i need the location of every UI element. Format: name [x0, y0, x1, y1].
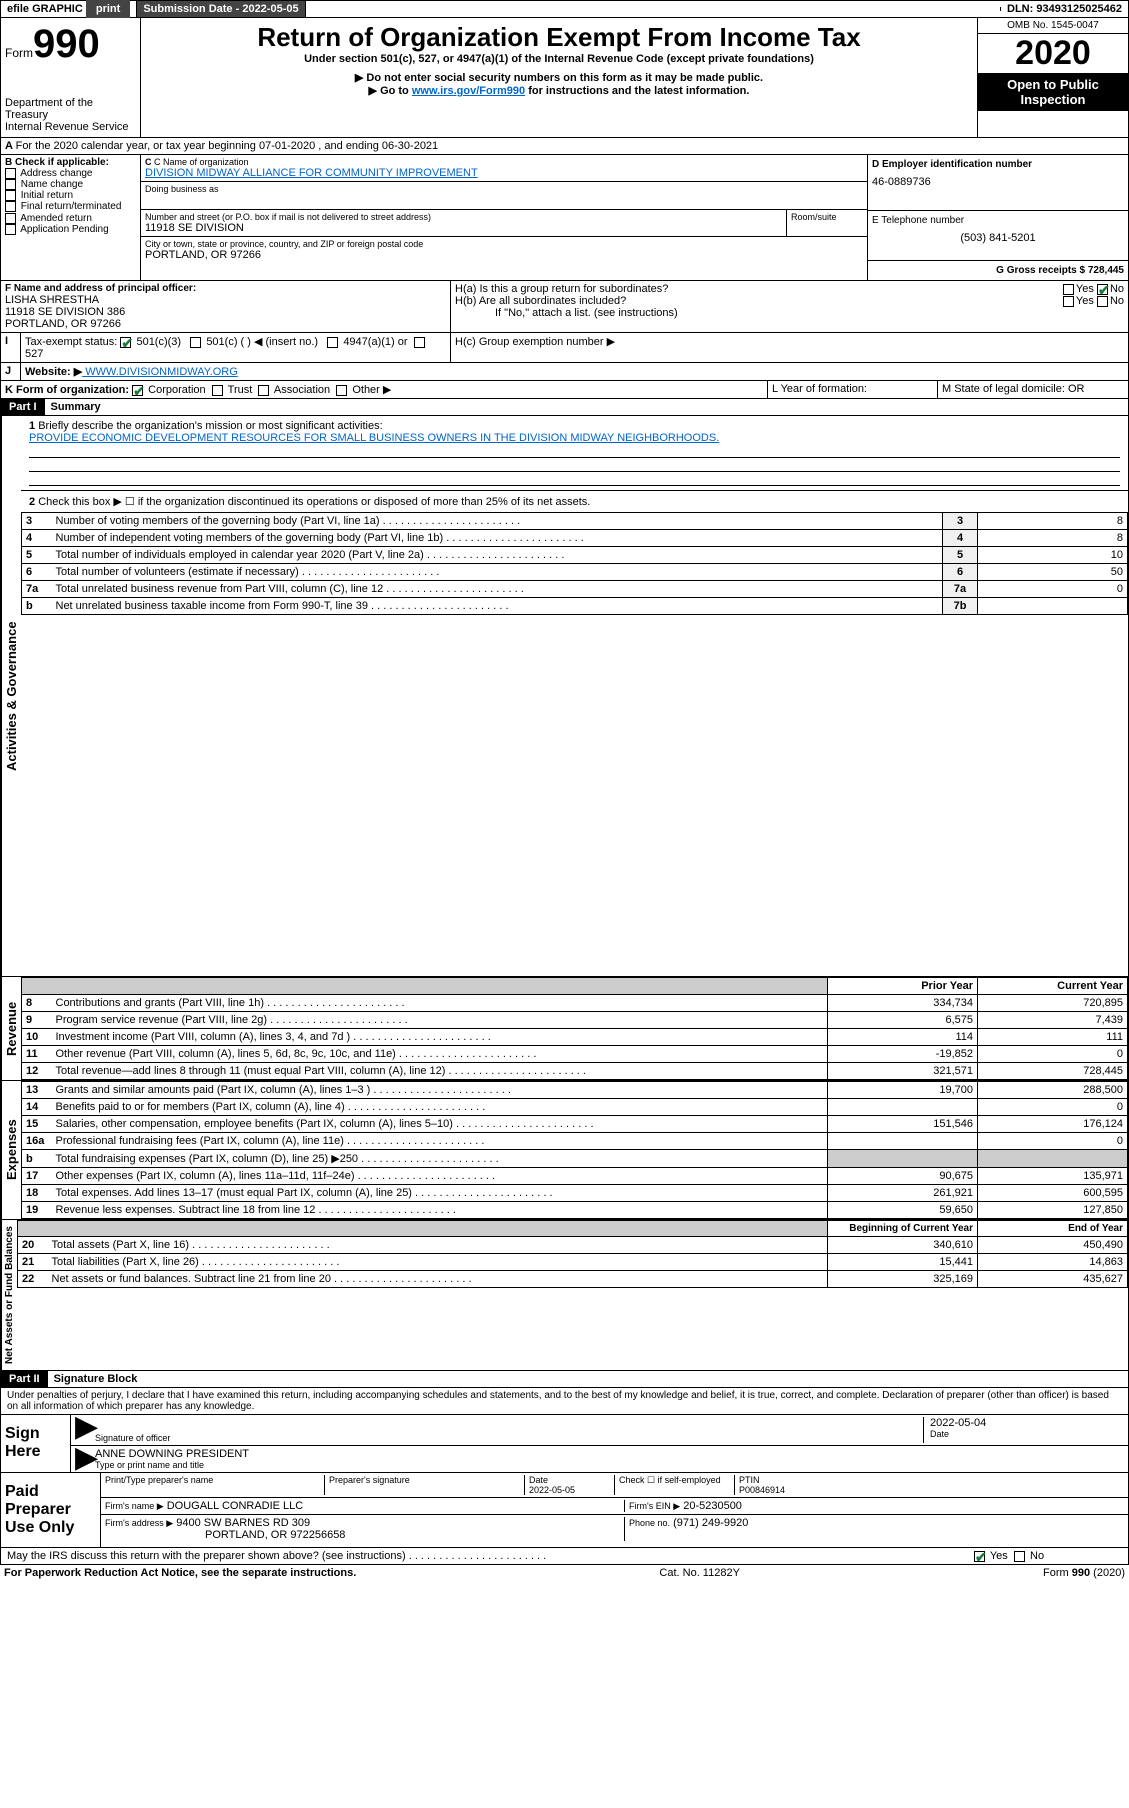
governance-label: Activities & Governance — [1, 416, 21, 976]
section-d-e-g: D Employer identification number 46-0889… — [868, 155, 1128, 280]
omb-number: OMB No. 1545-0047 — [978, 18, 1128, 34]
part2-header: Part II Signature Block — [0, 1371, 1129, 1388]
expenses-table: 13Grants and similar amounts paid (Part … — [21, 1081, 1128, 1219]
section-c: C C Name of organization DIVISION MIDWAY… — [141, 155, 868, 280]
checkbox-initial-return[interactable]: Initial return — [5, 190, 136, 201]
revenue-section: Revenue Prior YearCurrent Year8Contribut… — [0, 977, 1129, 1081]
irs-link[interactable]: www.irs.gov/Form990 — [412, 85, 525, 97]
open-public: Open to Public Inspection — [978, 73, 1128, 111]
checkbox-address-change[interactable]: Address change — [5, 168, 136, 179]
dept-treasury: Department of the Treasury — [5, 97, 136, 121]
checkbox-application-pending[interactable]: Application Pending — [5, 224, 136, 235]
part1-header: Part I Summary — [0, 399, 1129, 416]
phone: (503) 841-5201 — [872, 232, 1124, 244]
tax-year: 2020 — [978, 34, 1128, 73]
netassets-table: Beginning of Current YearEnd of Year20To… — [17, 1220, 1128, 1288]
part1-body: Activities & Governance 1 Briefly descri… — [0, 416, 1129, 977]
line-k-l-m: K Form of organization: Corporation Trus… — [0, 381, 1129, 399]
checkbox-name-change[interactable]: Name change — [5, 179, 136, 190]
section-b-g: B Check if applicable: Address change Na… — [0, 155, 1129, 281]
section-b: B Check if applicable: Address change Na… — [1, 155, 141, 280]
sign-here-block: Sign Here ▶ Signature of officer 2022-05… — [0, 1415, 1129, 1473]
netassets-section: Net Assets or Fund Balances Beginning of… — [0, 1220, 1129, 1371]
form-number: Form990 — [5, 22, 136, 67]
form-header: Form990 Department of the Treasury Inter… — [0, 18, 1129, 138]
dln: DLN: 93493125025462 — [1001, 1, 1128, 17]
mission-text: PROVIDE ECONOMIC DEVELOPMENT RESOURCES F… — [29, 432, 1120, 444]
footer: For Paperwork Reduction Act Notice, see … — [0, 1565, 1129, 1581]
line-i: I Tax-exempt status: 501(c)(3) 501(c) ( … — [0, 333, 1129, 363]
checkbox-final-return/terminated[interactable]: Final return/terminated — [5, 201, 136, 212]
governance-table: 3Number of voting members of the governi… — [21, 512, 1128, 615]
declaration: Under penalties of perjury, I declare th… — [0, 1388, 1129, 1415]
expenses-section: Expenses 13Grants and similar amounts pa… — [0, 1081, 1129, 1220]
checkbox-amended-return[interactable]: Amended return — [5, 213, 136, 224]
section-f-h: F Name and address of principal officer:… — [0, 281, 1129, 333]
topbar: efile GRAPHIC print Submission Date - 20… — [0, 0, 1129, 18]
submission-date: Submission Date - 2022-05-05 — [137, 1, 305, 17]
org-name[interactable]: DIVISION MIDWAY ALLIANCE FOR COMMUNITY I… — [145, 167, 863, 179]
revenue-table: Prior YearCurrent Year8Contributions and… — [21, 977, 1128, 1080]
line-j: J Website: ▶ WWW.DIVISIONMIDWAY.ORG — [0, 363, 1129, 381]
paid-preparer-block: Paid Preparer Use Only Print/Type prepar… — [0, 1473, 1129, 1548]
form-title: Return of Organization Exempt From Incom… — [145, 22, 973, 53]
print-button[interactable]: print — [86, 0, 130, 18]
website-link[interactable]: WWW.DIVISIONMIDWAY.ORG — [82, 366, 238, 378]
irs-label: Internal Revenue Service — [5, 121, 136, 133]
may-irs-discuss: May the IRS discuss this return with the… — [0, 1548, 1129, 1565]
instr-link: ▶ Go to www.irs.gov/Form990 for instruct… — [145, 84, 973, 97]
ein: 46-0889736 — [872, 176, 1124, 188]
gross-receipts: G Gross receipts $ 728,445 — [868, 261, 1128, 280]
line-a: A For the 2020 calendar year, or tax yea… — [0, 138, 1129, 155]
efile-label: efile GRAPHIC print — [1, 1, 137, 17]
form-subtitle: Under section 501(c), 527, or 4947(a)(1)… — [145, 53, 973, 65]
instr-ssn: ▶ Do not enter social security numbers o… — [145, 71, 973, 84]
